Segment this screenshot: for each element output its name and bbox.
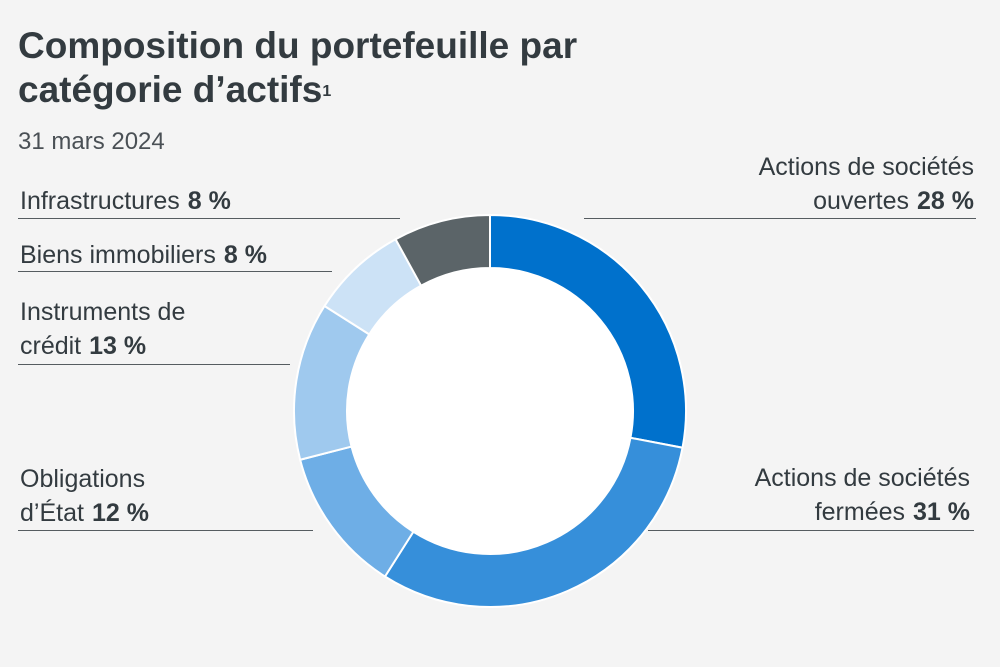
label-credit: Instruments de crédit 13 % [20,295,185,363]
label-private-equity-name-line1: Actions de sociétés [754,464,970,492]
label-credit-value: 13 % [89,332,147,360]
label-real-estate-value: 8 % [223,241,267,269]
label-public-equity: Actions de sociétés ouvertes 28 % [759,150,974,218]
leader-line-infrastructure [18,218,400,219]
label-infrastructure-name: Infrastructures [20,187,180,215]
label-real-estate-name: Biens immobiliers [20,241,216,269]
label-gov-bonds: Obligations d’État 12 % [20,462,149,530]
chart-title: Composition du portefeuille par catégori… [18,24,718,112]
label-private-equity: Actions de sociétés fermées 31 % [755,461,970,529]
leader-line-real-estate [18,271,332,272]
label-credit-name-line2: crédit [20,332,82,360]
title-footnote-marker: 1 [322,83,332,100]
label-infrastructure: Infrastructures 8 % [20,184,231,218]
label-gov-bonds-name-line2: d’État [20,499,84,527]
label-gov-bonds-value: 12 % [91,499,149,527]
label-private-equity-name-line2: fermées [814,498,906,526]
leader-line-public-equity [584,218,976,219]
leader-line-credit [18,364,290,365]
donut-hole [347,268,633,554]
chart-title-text: Composition du portefeuille par catégori… [18,25,578,110]
label-real-estate: Biens immobiliers 8 % [20,238,267,272]
label-public-equity-value: 28 % [917,187,974,215]
chart-subtitle: 31 mars 2024 [18,128,165,155]
leader-line-private-equity [648,530,974,531]
label-public-equity-name-line1: Actions de sociétés [758,153,974,181]
label-credit-name-line1: Instruments de [20,298,186,326]
label-infrastructure-value: 8 % [187,187,231,215]
label-gov-bonds-name-line1: Obligations [20,465,146,493]
label-public-equity-name-line2: ouvertes [813,187,910,215]
label-private-equity-value: 31 % [913,498,970,526]
leader-line-gov-bonds [18,530,313,531]
